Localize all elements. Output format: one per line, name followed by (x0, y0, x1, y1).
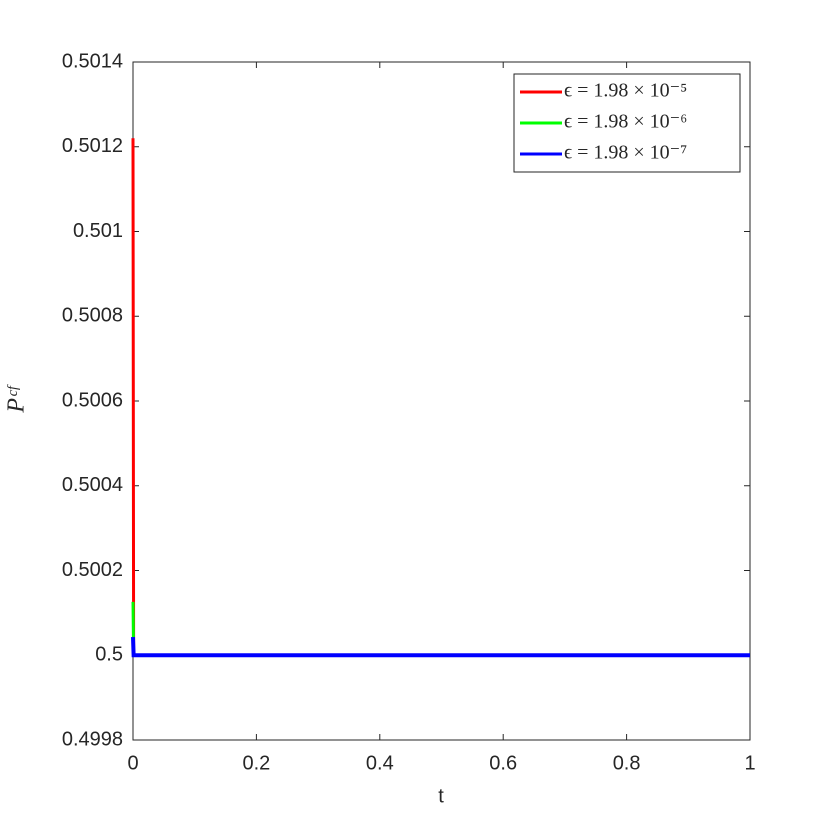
legend-label: ϵ = 1.98 × 10⁻⁷ (564, 142, 687, 164)
y-tick-label: 0.5008 (62, 305, 123, 327)
plot-area (132, 61, 751, 741)
x-tick-label: 0.4 (366, 752, 394, 774)
x-tick-label: 1 (744, 752, 755, 774)
legend-label: ϵ = 1.98 × 10⁻⁶ (564, 111, 687, 133)
x-axis-label: t (438, 785, 444, 807)
x-tick-label: 0.6 (489, 752, 517, 774)
y-tick-label: 0.5 (95, 644, 123, 666)
y-tick-label: 0.501 (73, 220, 123, 242)
x-tick-label: 0.8 (613, 752, 641, 774)
x-tick-label: 0.2 (242, 752, 270, 774)
y-tick-label: 0.5004 (62, 474, 123, 496)
y-tick-label: 0.5012 (62, 135, 123, 157)
y-tick-label: 0.5002 (62, 559, 123, 581)
legend-label: ϵ = 1.98 × 10⁻⁵ (564, 80, 687, 102)
line (131, 636, 750, 658)
y-tick-label: 0.5006 (62, 389, 123, 411)
x-tick-label: 0 (127, 752, 138, 774)
y-tick-label: 0.4998 (62, 728, 123, 750)
y-axis-label: Pᶜᶠ (4, 384, 30, 414)
y-tick-label: 0.5014 (62, 50, 123, 72)
